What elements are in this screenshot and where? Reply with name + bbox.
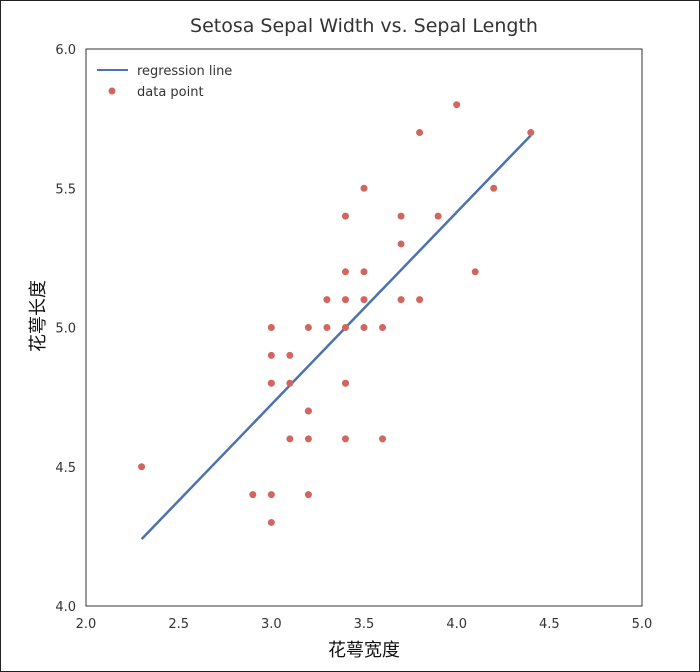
legend-label-regression: regression line (137, 64, 232, 79)
legend: regression line data point (97, 64, 232, 100)
data-point (267, 324, 275, 331)
x-tick-label: 2.5 (168, 617, 189, 632)
x-tick-label: 2.0 (76, 617, 97, 632)
y-tick-label: 5.5 (55, 182, 76, 197)
data-point (490, 184, 498, 192)
data-point (286, 435, 294, 443)
data-point (379, 435, 387, 443)
x-tick-label: 4.0 (446, 617, 467, 632)
data-point (323, 296, 331, 304)
data-point (397, 240, 405, 248)
data-point (304, 324, 312, 331)
x-tick-label: 5.0 (632, 617, 653, 632)
y-tick-label: 4.0 (55, 600, 76, 615)
data-point (471, 268, 479, 276)
data-point (527, 129, 535, 137)
data-point (267, 491, 275, 499)
data-point (360, 184, 368, 192)
data-point (453, 101, 461, 109)
data-point (138, 463, 146, 471)
data-point (434, 212, 442, 220)
data-point (267, 518, 275, 526)
data-point (304, 491, 312, 499)
data-point (341, 324, 349, 331)
x-axis-label: 花萼宽度 (328, 640, 400, 661)
data-point (267, 379, 275, 387)
y-tick-label: 4.5 (55, 461, 76, 476)
data-point (341, 379, 349, 387)
data-point (304, 435, 312, 443)
data-point (397, 296, 405, 304)
chart-title: Setosa Sepal Width vs. Sepal Length (190, 15, 538, 37)
data-point (397, 212, 405, 220)
data-point (360, 296, 368, 304)
x-tick-label: 3.5 (354, 617, 375, 632)
legend-label-points: data point (137, 85, 204, 100)
data-point (341, 296, 349, 304)
x-tick-label: 4.5 (539, 617, 560, 632)
y-tick-label: 5.0 (55, 322, 76, 337)
x-tick-label: 3.0 (261, 617, 282, 632)
data-point (286, 351, 294, 359)
data-point (416, 129, 424, 137)
series-layer (138, 101, 535, 541)
data-point (416, 296, 424, 304)
data-point (341, 212, 349, 220)
axis-ticks: 2.0 2.5 3.0 3.5 4.0 4.5 5.0 4.0 4.5 5.0 5.5 6.0 (55, 43, 652, 632)
data-point (341, 268, 349, 276)
data-point (360, 324, 368, 331)
regression-line (140, 134, 532, 541)
data-point (323, 324, 331, 331)
data-point (249, 491, 257, 499)
y-tick-label: 6.0 (55, 43, 76, 58)
data-point (341, 435, 349, 443)
data-point (379, 324, 387, 331)
legend-dot-swatch (108, 87, 116, 95)
y-axis-label: 花萼长度 (28, 280, 49, 352)
data-point (267, 351, 275, 359)
data-point (304, 407, 312, 415)
data-point (360, 268, 368, 276)
data-point (286, 379, 294, 387)
